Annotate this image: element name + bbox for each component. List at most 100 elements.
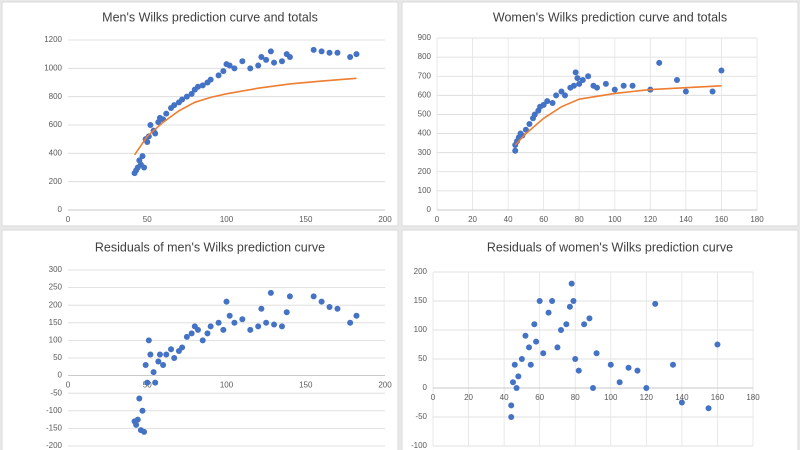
data-point [318, 298, 325, 305]
data-point [255, 62, 262, 69]
x-tick-label: 140 [675, 393, 689, 402]
data-point [194, 326, 201, 333]
y-tick-label: 1200 [44, 35, 62, 44]
data-point [171, 102, 178, 109]
data-point [267, 289, 274, 296]
data-point [518, 356, 525, 362]
data-point [188, 330, 195, 337]
data-point [620, 82, 627, 89]
data-point [278, 323, 285, 330]
data-point [134, 416, 141, 423]
y-tick-label: 0 [58, 205, 63, 214]
x-tick-label: 20 [464, 393, 473, 402]
data-point [511, 361, 518, 368]
data-point [168, 346, 175, 353]
data-point [155, 358, 162, 365]
data-point [255, 323, 262, 330]
data-point [531, 111, 538, 118]
data-point [286, 293, 293, 300]
y-tick-label: 0 [423, 383, 428, 392]
data-point [574, 75, 581, 82]
y-tick-label: 200 [414, 267, 428, 276]
y-tick-label: -100 [46, 406, 63, 415]
x-tick-label: 80 [575, 215, 584, 224]
data-point [678, 399, 685, 406]
data-point [540, 101, 547, 108]
y-tick-label: -150 [46, 424, 63, 433]
data-point [607, 361, 614, 368]
data-point [326, 303, 333, 310]
y-tick-label: 400 [49, 148, 63, 157]
data-point [283, 309, 290, 316]
y-tick-label: 400 [418, 129, 432, 138]
data-point [566, 303, 573, 310]
data-point [586, 315, 593, 322]
data-point [141, 428, 148, 435]
data-point [718, 67, 725, 74]
data-point [508, 414, 515, 420]
data-point [239, 316, 246, 323]
x-tick-label: 100 [608, 215, 622, 224]
data-point [247, 326, 254, 333]
data-point [533, 338, 540, 345]
data-point [144, 379, 151, 386]
data-point [602, 80, 609, 87]
data-point [147, 351, 154, 358]
y-tick-label: -200 [46, 441, 63, 450]
data-point [199, 337, 206, 344]
y-tick-label: 0 [58, 371, 63, 380]
y-tick-label: 300 [49, 265, 63, 274]
data-point [278, 58, 285, 65]
data-point [199, 82, 206, 89]
data-point [258, 54, 265, 60]
data-point [347, 54, 354, 60]
chart-title: Residuals of men's Wilks prediction curv… [95, 240, 325, 254]
data-point [512, 147, 519, 154]
x-tick-label: 0 [431, 393, 436, 402]
y-tick-label: 700 [418, 71, 432, 80]
y-tick-label: 300 [418, 148, 432, 157]
data-point [629, 82, 636, 89]
data-point [183, 333, 190, 340]
x-tick-label: 160 [715, 215, 729, 224]
data-point [179, 96, 186, 103]
data-point [145, 337, 152, 344]
data-point [527, 361, 534, 368]
data-point [562, 92, 568, 99]
x-tick-label: 0 [66, 381, 71, 390]
data-point [705, 405, 712, 412]
data-point [171, 355, 178, 361]
data-point [643, 385, 650, 391]
data-point [271, 321, 278, 328]
data-point [334, 49, 341, 56]
y-tick-label: 0 [427, 205, 432, 214]
y-tick-label: 150 [414, 296, 428, 305]
chart-title: Residuals of women's Wilks prediction cu… [487, 240, 733, 254]
data-point [570, 82, 577, 89]
data-point [510, 379, 516, 386]
x-tick-label: 40 [500, 393, 509, 402]
data-point [163, 110, 170, 117]
x-tick-label: 0 [66, 215, 71, 224]
data-point [139, 153, 146, 160]
y-tick-label: 100 [414, 325, 428, 334]
data-point [652, 300, 659, 307]
data-point [508, 402, 515, 409]
panel-background [401, 1, 799, 227]
data-point [576, 80, 583, 87]
panel-background [401, 229, 799, 450]
data-point [570, 298, 577, 304]
prediction-curve [133, 77, 357, 156]
data-point [183, 93, 190, 100]
data-point [220, 68, 227, 75]
data-point [271, 59, 278, 66]
data-point [215, 319, 222, 326]
data-point [150, 369, 157, 376]
data-point [318, 48, 325, 55]
data-point [133, 421, 140, 428]
chart-panel: Women's Wilks prediction curve and total… [401, 1, 799, 227]
data-point [258, 305, 265, 312]
data-point [522, 332, 529, 339]
data-point [714, 341, 721, 348]
y-tick-label: 250 [49, 283, 63, 292]
